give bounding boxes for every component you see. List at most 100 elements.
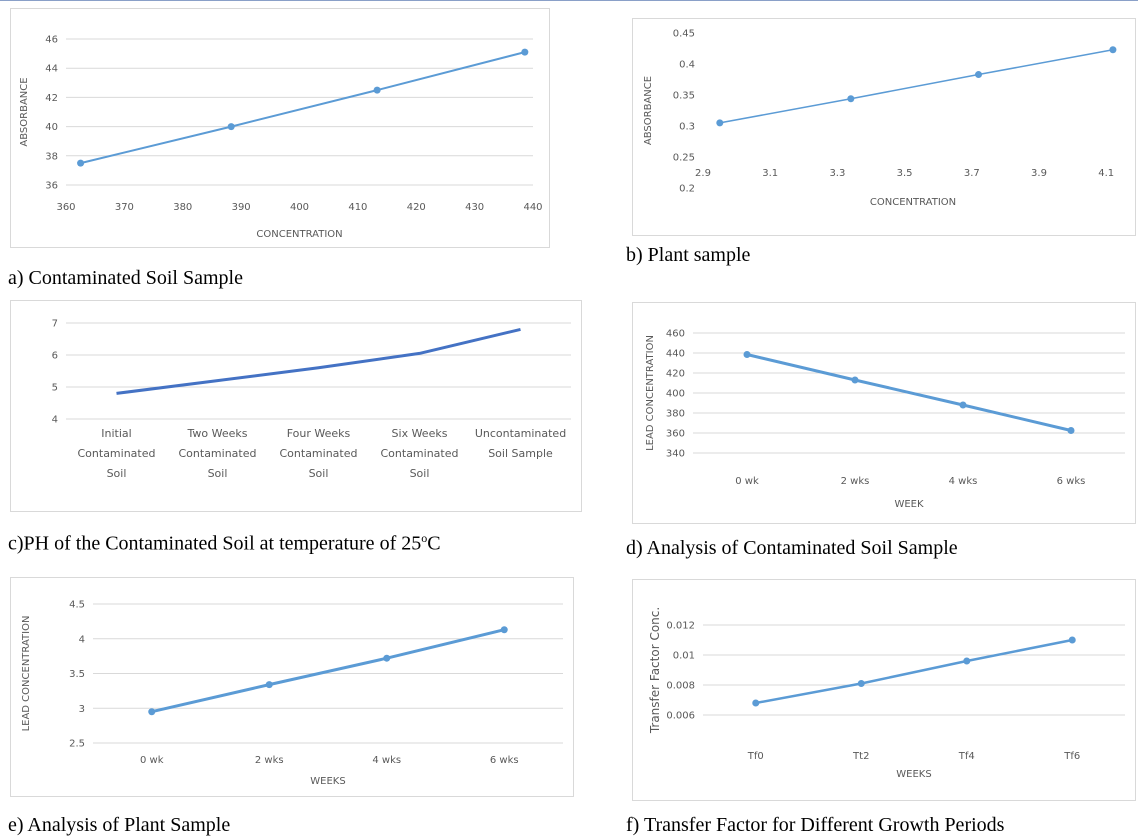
x-tick-label: 400 [290, 202, 309, 213]
x-tick-label: 3.3 [829, 168, 845, 179]
caption-c-degree: o [421, 531, 428, 545]
x-tick-label: 2 wks [841, 476, 870, 487]
y-tick-label: 38 [45, 151, 58, 162]
data-point [148, 708, 156, 716]
x-tick-label: Soil [410, 467, 430, 480]
x-tick-label: 3.5 [897, 168, 913, 179]
y-tick-label: 420 [666, 369, 685, 380]
y-tick-label: 0.2 [679, 184, 695, 195]
chart-svg-d: 340 360 380 400 420 440 460 0 wk 2 wks 4 wks 6 wks… [645, 329, 1125, 510]
x-tick-label: 4 wks [372, 755, 401, 766]
x-tick-label: Soil [208, 467, 228, 480]
y-axis-title: ABSORBANCE [19, 77, 30, 146]
y-tick-label: 36 [45, 181, 58, 192]
y-tick-label: 0.008 [666, 681, 695, 692]
y-axis-title: Transfer Factor Conc. [648, 607, 662, 734]
y-tick-label: 0.006 [666, 711, 695, 722]
series-line [746, 353, 1072, 432]
y-tick-label: 7 [52, 319, 58, 330]
data-point [521, 48, 529, 56]
x-tick-label: 4 wks [949, 476, 978, 487]
data-point [227, 123, 235, 131]
x-tick-label: Tf6 [1063, 751, 1080, 762]
data-point [743, 351, 751, 358]
data-point [1109, 46, 1117, 54]
series-line [755, 638, 1073, 705]
x-tick-label: 370 [115, 202, 134, 213]
x-tick-label: 430 [465, 202, 484, 213]
chart-panel-soil-lead-analysis: 340 360 380 400 420 440 460 0 wk 2 wks 4 wks 6 wks… [632, 302, 1136, 524]
x-tick-label: 0 wk [140, 755, 164, 766]
y-tick-label: 460 [666, 329, 685, 340]
data-point [851, 376, 859, 384]
x-tick-label: 2.9 [695, 168, 711, 179]
chart-svg-b: 0.2 0.25 0.3 0.35 0.4 0.45 2.9 3.1 3.3 3.5 3.7 3.9 4… [643, 29, 1117, 208]
caption-c-unit: C [427, 532, 441, 555]
y-tick-label: 4 [52, 415, 58, 426]
x-tick-label: Contaminated [381, 447, 459, 460]
data-point [716, 119, 724, 127]
y-tick-label: 4.5 [69, 600, 85, 611]
data-point [963, 657, 971, 665]
x-tick-label: 360 [56, 202, 75, 213]
chart-panel-transfer-factor: 0.006 0.008 0.01 0.012 Tf0 Tt2 Tf4 Tf6 WEEKS Tran… [632, 579, 1136, 801]
x-tick-label: Tt2 [852, 751, 869, 762]
x-axis-title: WEEK [894, 499, 924, 510]
x-tick-label: 0 wk [735, 476, 759, 487]
x-axis-title: CONCENTRATION [870, 197, 956, 208]
x-axis-title: CONCENTRATION [256, 229, 342, 240]
x-axis-title: WEEKS [310, 776, 345, 787]
y-tick-label: 46 [45, 35, 58, 46]
caption-d: d) Analysis of Contaminated Soil Sample [626, 537, 958, 559]
chart-panel-soil-ph: 4 5 6 7 Initial Contaminated Soil Two Weeks Cont… [10, 300, 582, 512]
data-point [857, 680, 865, 687]
x-tick-label: 2 wks [255, 755, 284, 766]
x-tick-label: Six Weeks [392, 427, 448, 440]
data-point [265, 681, 273, 689]
y-tick-label: 3 [79, 704, 85, 715]
chart-panel-contaminated-soil-absorbance: 36 38 40 42 44 46 360 370 380 390 400 410 420 430 440 C… [10, 8, 550, 248]
series-line [80, 51, 526, 165]
y-tick-label: 0.35 [673, 91, 695, 102]
x-tick-label: 6 wks [490, 755, 519, 766]
y-tick-label: 380 [666, 409, 685, 420]
y-tick-label: 0.3 [679, 122, 695, 133]
y-tick-label: 360 [666, 429, 685, 440]
y-tick-label: 3.5 [69, 669, 85, 680]
y-tick-label: 0.45 [673, 29, 695, 40]
chart-panel-plant-lead-analysis: 2.5 3 3.5 4 4.5 0 wk 2 wks 4 wks 6 wks WEEKS LEAD … [10, 577, 574, 797]
series-line [151, 628, 505, 714]
data-point [77, 159, 85, 167]
y-tick-label: 42 [45, 93, 58, 104]
x-tick-label: Tf4 [958, 751, 975, 762]
y-tick-label: 2.5 [69, 739, 85, 750]
y-tick-label: 6 [52, 351, 58, 362]
x-tick-label: 4.1 [1098, 168, 1114, 179]
data-point [847, 95, 855, 103]
y-tick-label: 440 [666, 349, 685, 360]
data-point [752, 699, 760, 707]
y-tick-label: 0.012 [666, 621, 695, 632]
x-tick-label: Soil [309, 467, 329, 480]
y-tick-label: 0.4 [679, 60, 695, 71]
data-point [373, 86, 381, 94]
y-tick-label: 4 [79, 634, 85, 645]
y-tick-label: 44 [45, 64, 58, 75]
y-axis-title: LEAD CONCENTRATION [645, 335, 656, 451]
x-tick-label: 380 [173, 202, 192, 213]
x-tick-label: Four Weeks [287, 427, 351, 440]
chart-svg-c: 4 5 6 7 Initial Contaminated Soil Two Weeks Cont… [52, 319, 571, 480]
x-tick-label: Two Weeks [187, 427, 248, 440]
y-tick-label: 0.25 [673, 153, 695, 164]
x-axis-title: WEEKS [896, 769, 931, 780]
chart-panel-plant-sample-absorbance: 0.2 0.25 0.3 0.35 0.4 0.45 2.9 3.1 3.3 3.5 3.7 3.9 4… [632, 18, 1136, 236]
x-tick-label: 440 [523, 202, 542, 213]
y-tick-label: 5 [52, 383, 58, 394]
figure-top-rule [0, 0, 1138, 1]
y-tick-label: 40 [45, 122, 58, 133]
caption-f: f) Transfer Factor for Different Growth … [626, 814, 1005, 836]
data-point [383, 654, 391, 662]
chart-svg-e: 2.5 3 3.5 4 4.5 0 wk 2 wks 4 wks 6 wks WEEKS LEAD … [21, 600, 563, 787]
x-tick-label: Contaminated [78, 447, 156, 460]
caption-b: b) Plant sample [626, 244, 751, 266]
